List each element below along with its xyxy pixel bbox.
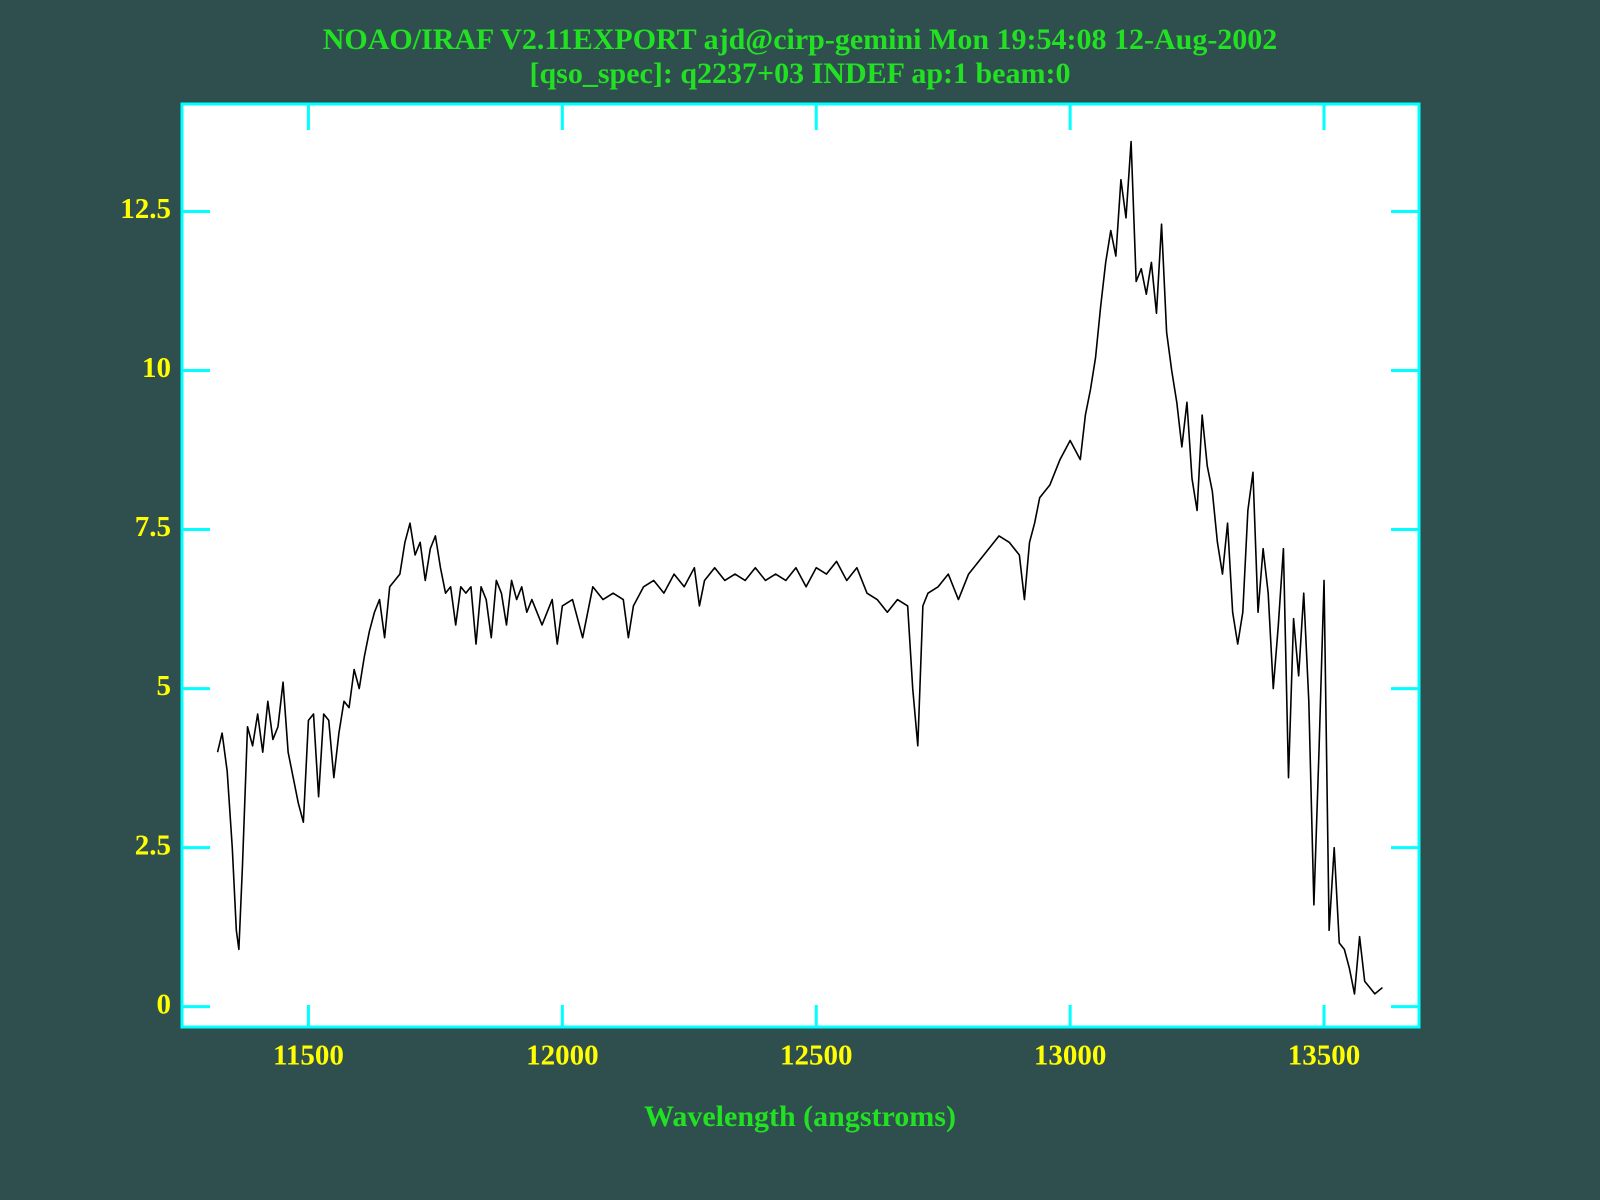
plot-frame bbox=[180, 102, 1421, 1029]
spectrum-line bbox=[216, 140, 1383, 995]
chart-title: NOAO/IRAF V2.11EXPORT ajd@cirp-gemini Mo… bbox=[323, 23, 1278, 56]
y-tick-label: 10 bbox=[142, 352, 171, 384]
y-tick-label: 2.5 bbox=[135, 829, 171, 861]
x-tick-label: 12500 bbox=[780, 1040, 853, 1072]
y-tick-label: 12.5 bbox=[120, 193, 171, 225]
y-tick-label: 7.5 bbox=[135, 511, 171, 543]
x-tick-label: 11500 bbox=[273, 1040, 344, 1072]
x-tick-label: 12000 bbox=[526, 1040, 599, 1072]
x-axis-label: Wavelength (angstroms) bbox=[644, 1100, 956, 1133]
y-tick-label: 0 bbox=[157, 988, 172, 1020]
y-tick-label: 5 bbox=[157, 670, 172, 702]
chart-subtitle: [qso_spec]: q2237+03 INDEF ap:1 beam:0 bbox=[530, 57, 1071, 90]
x-tick-label: 13500 bbox=[1288, 1040, 1361, 1072]
x-tick-label: 13000 bbox=[1034, 1040, 1107, 1072]
